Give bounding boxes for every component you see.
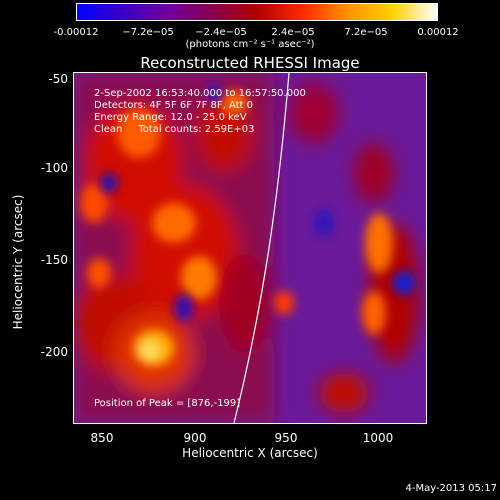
image-frame: 2-Sep-2002 16:53:40.000 to 16:57:50.000 …: [73, 72, 427, 424]
energy-range: Energy Range: 12.0 - 25.0 keV: [94, 112, 247, 123]
x-tick-label: 950: [274, 431, 298, 445]
colorbar-tick: -0.00012: [53, 27, 99, 38]
colorbar-tick: 0.00012: [417, 27, 459, 38]
rhessi-image: [74, 73, 426, 423]
detectors-info: Detectors: 4F 5F 6F 7F 8F, Att 0: [94, 100, 254, 111]
colorbar-tick: −7.2e−05: [122, 27, 174, 38]
negative-dips: [100, 83, 415, 322]
colorbar-tick: −2.4e−05: [195, 27, 247, 38]
colorbar-tick: 2.4e−05: [271, 27, 315, 38]
clean-counts: Clean Total counts: 2.59E+03: [94, 124, 255, 135]
y-tick-label: -200: [40, 345, 68, 359]
time-range: 2-Sep-2002 16:53:40.000 to 16:57:50.000: [94, 88, 306, 99]
x-axis-label: Heliocentric X (arcsec): [182, 446, 318, 460]
y-tick-label: -50: [48, 72, 68, 86]
x-tick-label: 1000: [362, 431, 394, 445]
colorbar-units: (photons cm⁻² s⁻¹ asec⁻²): [185, 39, 315, 50]
y-tick-label: -150: [40, 253, 68, 267]
peak-position: Position of Peak = [876,-199]: [94, 398, 241, 409]
plot-title: Reconstructed RHESSI Image: [140, 54, 360, 72]
solar-limb-line: [233, 73, 290, 423]
y-tick-label: -100: [40, 161, 68, 175]
y-axis-label: Heliocentric Y (arcsec): [11, 194, 25, 330]
colorbar-tick: 7.2e−05: [344, 27, 388, 38]
generated-date: 4-May-2013 05:17: [405, 483, 497, 494]
bright-sources: [80, 91, 393, 366]
x-tick-label: 900: [183, 431, 207, 445]
colorbar: [76, 3, 438, 21]
x-tick-label: 850: [90, 431, 114, 445]
